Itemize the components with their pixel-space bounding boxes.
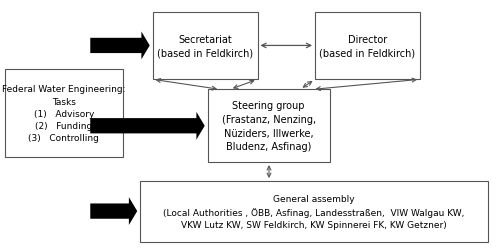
- FancyBboxPatch shape: [140, 181, 488, 242]
- FancyBboxPatch shape: [152, 12, 258, 80]
- Text: Steering group
(Frastanz, Nenzing,
Nüziders, Illwerke,
Bludenz, Asfinag): Steering group (Frastanz, Nenzing, Nüzid…: [222, 101, 316, 152]
- Text: Director
(based in Feldkirch): Director (based in Feldkirch): [320, 34, 416, 58]
- FancyBboxPatch shape: [5, 70, 122, 158]
- FancyBboxPatch shape: [315, 12, 420, 80]
- FancyBboxPatch shape: [208, 90, 330, 162]
- Text: Federal Water Engineering:
Tasks
(1)   Advisory
(2)   Funding
(3)   Controlling: Federal Water Engineering: Tasks (1) Adv…: [2, 85, 126, 142]
- Text: Secretariat
(based in Feldkirch): Secretariat (based in Feldkirch): [157, 34, 253, 58]
- Text: General assembly
(Local Authorities , ÖBB, Asfinag, Landesstraßen,  VIW Walgau K: General assembly (Local Authorities , ÖB…: [163, 195, 464, 229]
